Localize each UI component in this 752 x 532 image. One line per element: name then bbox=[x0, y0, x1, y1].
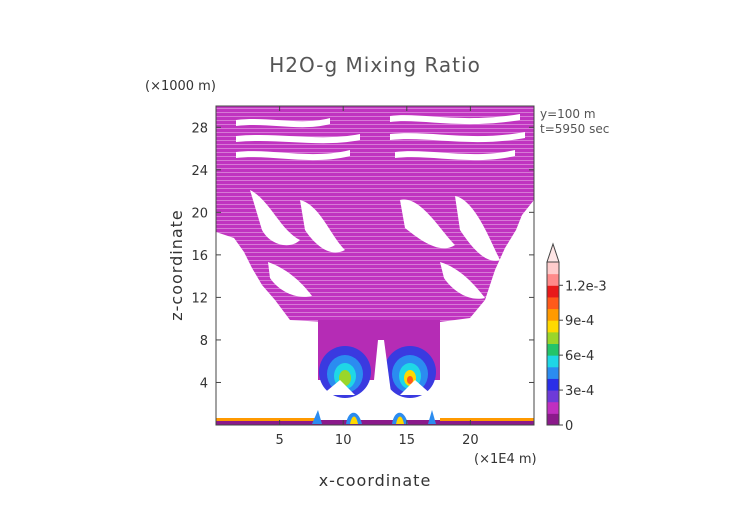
colorbar-segment bbox=[547, 320, 559, 333]
x-axis-label: x-coordinate bbox=[319, 471, 432, 490]
heatmap-field bbox=[216, 106, 534, 425]
x-tick-label: 20 bbox=[462, 433, 479, 448]
y-tick-label: 16 bbox=[191, 249, 208, 264]
upper-moisture-layer bbox=[216, 106, 534, 360]
colorbar-tick-label: 6e-4 bbox=[565, 349, 594, 364]
x-unit-label: (×1E4 m) bbox=[474, 452, 537, 467]
y-axis-label: z-coordinate bbox=[167, 209, 186, 321]
y-unit-label: (×1000 m) bbox=[145, 79, 216, 94]
colorbar-segment bbox=[547, 308, 559, 321]
x-tick-label: 10 bbox=[335, 433, 352, 448]
colorbar-segment bbox=[547, 343, 559, 356]
colorbar-tick-label: 1.2e-3 bbox=[565, 279, 607, 294]
colorbar-segment bbox=[547, 366, 559, 379]
colorbar-segment bbox=[547, 296, 559, 310]
colorbar-extend-arrow bbox=[546, 242, 560, 263]
colorbar-tick-label: 9e-4 bbox=[565, 314, 594, 329]
y-tick-label: 20 bbox=[191, 206, 208, 221]
colorbar-segment bbox=[547, 262, 559, 275]
y-tick-label: 8 bbox=[200, 334, 208, 349]
colorbar-tick-label: 3e-4 bbox=[565, 384, 594, 399]
x-tick-label: 5 bbox=[275, 433, 283, 448]
location-annotation: y=100 m bbox=[540, 107, 596, 121]
y-tick-label: 28 bbox=[191, 121, 208, 136]
plot-frame bbox=[215, 105, 535, 426]
colorbar-frame bbox=[546, 261, 560, 426]
y-tick-label: 24 bbox=[191, 164, 208, 179]
dry-gaps bbox=[236, 114, 525, 299]
colorbar-segment bbox=[547, 413, 559, 426]
colorbar-segment bbox=[547, 331, 559, 344]
time-annotation: t=5950 sec bbox=[540, 122, 609, 136]
colorbar-segment bbox=[547, 285, 559, 298]
surface-layer bbox=[216, 410, 534, 425]
y-tick-label: 4 bbox=[200, 376, 208, 391]
x-tick-label: 15 bbox=[399, 433, 416, 448]
colorbar-segment bbox=[547, 390, 559, 403]
colorbar-segment bbox=[547, 273, 559, 286]
colorbar-segment bbox=[547, 401, 559, 414]
chart-title: H2O-g Mixing Ratio bbox=[269, 53, 481, 77]
colorbar-tick-label: 0 bbox=[565, 419, 573, 434]
colorbar-segment bbox=[547, 378, 559, 391]
y-tick-label: 12 bbox=[191, 291, 208, 306]
convective-core bbox=[319, 340, 436, 400]
colorbar-segment bbox=[547, 355, 559, 368]
